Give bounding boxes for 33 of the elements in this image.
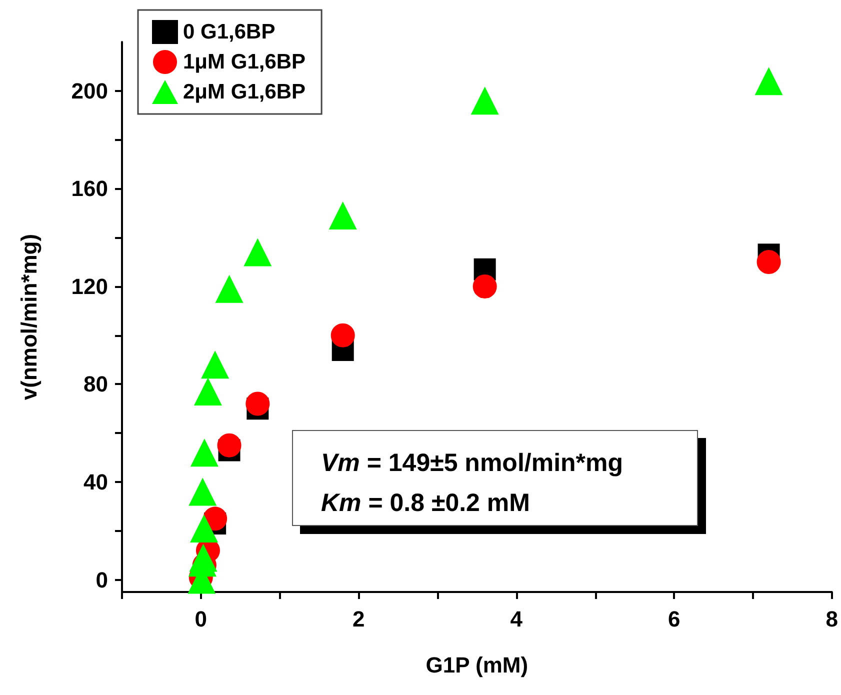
- y-axis-title: v(nmol/min*mg): [16, 234, 42, 400]
- legend-label: 2μM G1,6BP: [183, 80, 306, 104]
- y-tick-label: 160: [71, 176, 108, 202]
- y-tick-label: 40: [84, 470, 108, 494]
- x-tick-label: 8: [826, 606, 838, 632]
- x-tick-label: 0: [194, 606, 207, 632]
- annotation: Km = 0.8 ±0.2 mM: [321, 488, 531, 519]
- point: [328, 202, 357, 230]
- point: [190, 514, 218, 542]
- point: [188, 478, 217, 506]
- point: [754, 67, 783, 96]
- point: [472, 274, 497, 298]
- y-tick-label: 80: [84, 372, 108, 397]
- y-tick-label: 120: [71, 274, 108, 299]
- point: [190, 438, 218, 467]
- point: [756, 250, 781, 274]
- y-tick-label: 200: [71, 78, 108, 104]
- x-axis-title: G1P (mM): [426, 652, 528, 678]
- point: [217, 433, 242, 458]
- point: [470, 86, 499, 115]
- point: [246, 392, 270, 416]
- point: [330, 323, 355, 348]
- point: [244, 238, 272, 266]
- y-tick-label: 0: [96, 567, 108, 592]
- annotation: Vm = 149±5 nmol/min*mg: [321, 448, 624, 479]
- point: [201, 350, 230, 379]
- x-tick-label: 4: [510, 606, 524, 632]
- legend-label: 0 G1,6BP: [183, 20, 276, 44]
- point: [215, 274, 244, 303]
- x-tick-label: 2: [352, 606, 365, 632]
- point: [194, 378, 222, 406]
- legend-label: 1μM G1,6BP: [183, 50, 306, 74]
- x-tick-label: 6: [668, 606, 680, 632]
